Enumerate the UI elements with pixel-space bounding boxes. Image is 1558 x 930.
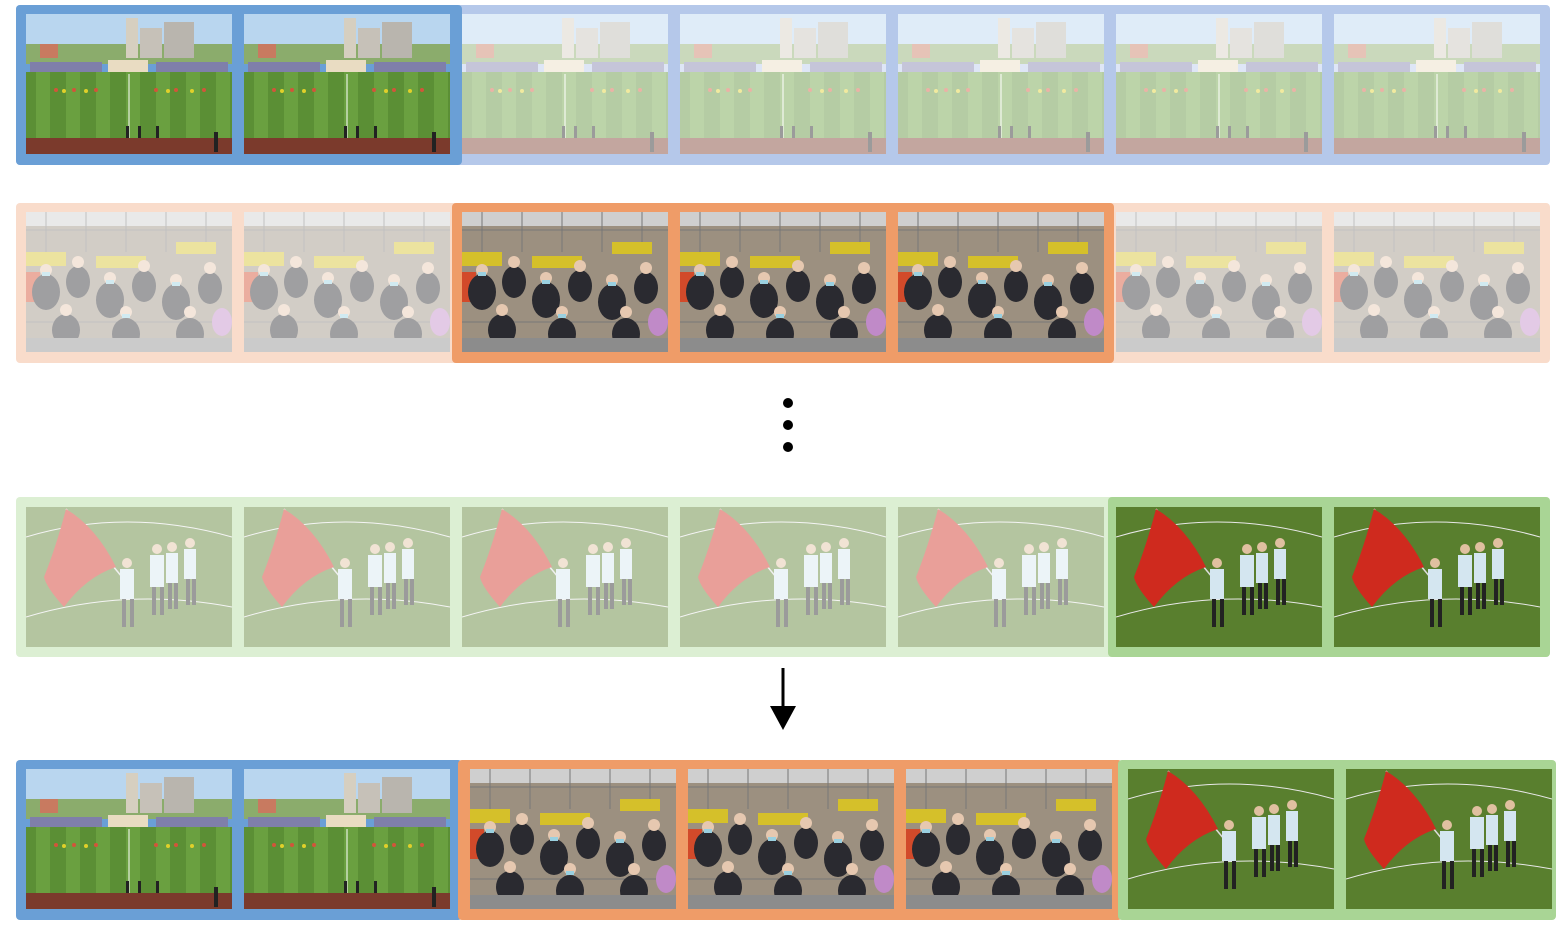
- row-flag-frame-3: [462, 507, 668, 647]
- row-crowd-frame-2: [244, 212, 450, 352]
- row-crowd-frame-7: [1334, 212, 1540, 352]
- row-flag-frame-4: [680, 507, 886, 647]
- result-frame-6: [1128, 769, 1334, 909]
- row-flag-frame-6: [1116, 507, 1322, 647]
- row-stadium-field-frame-2: [244, 14, 450, 154]
- row-crowd-frame-4: [680, 212, 886, 352]
- row-flag-frame-7: [1334, 507, 1540, 647]
- row-stadium-field-frame-5: [898, 14, 1104, 154]
- row-stadium-field-frame-6: [1116, 14, 1322, 154]
- down-arrow-icon: [770, 668, 796, 730]
- row-crowd-frame-6: [1116, 212, 1322, 352]
- row-stadium-field-frame-4: [680, 14, 886, 154]
- row-stadium-field-frame-3: [462, 14, 668, 154]
- row-flag-frame-5: [898, 507, 1104, 647]
- vertical-ellipsis-icon: [780, 398, 796, 464]
- result-frame-3: [470, 769, 676, 909]
- row-stadium-field-frame-7: [1334, 14, 1540, 154]
- row-crowd-frame-5: [898, 212, 1104, 352]
- row-stadium-field-frame-1: [26, 14, 232, 154]
- result-frame-5: [906, 769, 1112, 909]
- result-frame-7: [1346, 769, 1552, 909]
- result-frame-1: [26, 769, 232, 909]
- row-flag-frame-2: [244, 507, 450, 647]
- result-frame-4: [688, 769, 894, 909]
- row-crowd-frame-1: [26, 212, 232, 352]
- row-flag-frame-1: [26, 507, 232, 647]
- row-crowd-frame-3: [462, 212, 668, 352]
- result-frame-2: [244, 769, 450, 909]
